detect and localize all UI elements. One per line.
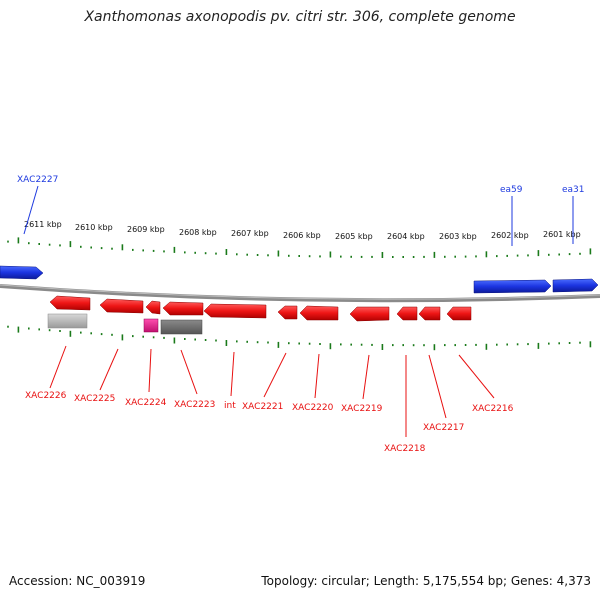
ruler-label: 2610 kbp [75, 223, 113, 232]
ruler-label: 2605 kbp [335, 232, 373, 241]
outer-tick-ruler [7, 237, 592, 258]
forward-genes [0, 265, 599, 294]
ruler-labels: 2611 kbp 2610 kbp 2609 kbp 2608 kbp 2607… [24, 220, 581, 241]
gene-xac2226[interactable] [49, 295, 91, 311]
leader-line [263, 352, 287, 398]
genome-title: Xanthomonas axonopodis pv. citri str. 30… [84, 9, 516, 25]
ruler-label: 2609 kbp [127, 225, 165, 234]
leader-line [362, 354, 370, 400]
gene-label-xac2221[interactable]: XAC2221 [242, 402, 283, 412]
misc-features [47, 313, 203, 335]
gene-label-xac2218[interactable]: XAC2218 [384, 444, 426, 454]
gene-xac2218[interactable] [396, 306, 418, 321]
ruler-label: 2604 kbp [387, 232, 425, 241]
gene-label-int[interactable]: int [224, 401, 236, 411]
ruler-label: 2608 kbp [179, 228, 217, 237]
gene-label-xac2225[interactable]: XAC2225 [74, 394, 115, 404]
leader-line [23, 185, 39, 235]
accession-label: Accession: NC_003919 [9, 574, 146, 588]
gene-xac2227[interactable] [0, 265, 44, 280]
gene-xac2220[interactable] [299, 305, 339, 321]
ruler-label: 2602 kbp [491, 231, 529, 240]
gene-label-xac2223[interactable]: XAC2223 [174, 400, 215, 410]
gene-xac2216[interactable] [446, 306, 472, 321]
misc-feature-pink[interactable] [143, 318, 159, 333]
leader-line [428, 354, 447, 419]
gene-xac2225[interactable] [99, 298, 144, 314]
gene-int[interactable] [203, 303, 267, 319]
ruler-label: 2601 kbp [543, 230, 581, 239]
gene-label-xac2219[interactable]: XAC2219 [341, 404, 383, 414]
misc-feature-dark[interactable] [160, 319, 203, 335]
genome-backbone [0, 284, 600, 303]
gene-label-ea59[interactable]: ea59 [500, 185, 523, 195]
gene-ea31[interactable] [552, 278, 599, 293]
topology-label: Topology: circular; Length: 5,175,554 bp… [261, 574, 591, 588]
gene-label-xac2217[interactable]: XAC2217 [423, 423, 464, 433]
inner-tick-ruler [7, 325, 592, 351]
gene-label-xac2224[interactable]: XAC2224 [125, 398, 167, 408]
gene-label-xac2216[interactable]: XAC2216 [472, 404, 514, 414]
reverse-gene-labels: XAC2226 XAC2225 XAC2224 XAC2223 int XAC2… [25, 345, 514, 454]
misc-feature-gray[interactable] [47, 313, 88, 329]
leader-line [99, 348, 119, 391]
leader-line [458, 354, 495, 399]
gene-label-xac2227[interactable]: XAC2227 [17, 175, 58, 185]
gene-label-xac2226[interactable]: XAC2226 [25, 391, 67, 401]
gene-xac2223[interactable] [162, 301, 204, 316]
gene-ea59[interactable] [473, 279, 552, 294]
gene-xac2219[interactable] [349, 306, 390, 322]
gene-xac2217[interactable] [418, 306, 441, 321]
leader-line [49, 345, 67, 389]
leader-line [148, 348, 152, 393]
gene-xac2221[interactable] [277, 305, 298, 320]
gene-label-ea31[interactable]: ea31 [562, 185, 585, 195]
forward-gene-labels: XAC2227 ea59 ea31 [17, 175, 585, 246]
gene-xac2224[interactable] [145, 300, 161, 315]
gene-label-xac2220[interactable]: XAC2220 [292, 403, 334, 413]
ruler-label: 2607 kbp [231, 229, 269, 238]
ruler-label: 2603 kbp [439, 232, 477, 241]
reverse-genes [49, 295, 472, 322]
ruler-label: 2611 kbp [24, 220, 62, 229]
leader-line [230, 351, 235, 397]
leader-line [180, 349, 198, 395]
ruler-label: 2606 kbp [283, 231, 321, 240]
leader-line [314, 353, 320, 399]
